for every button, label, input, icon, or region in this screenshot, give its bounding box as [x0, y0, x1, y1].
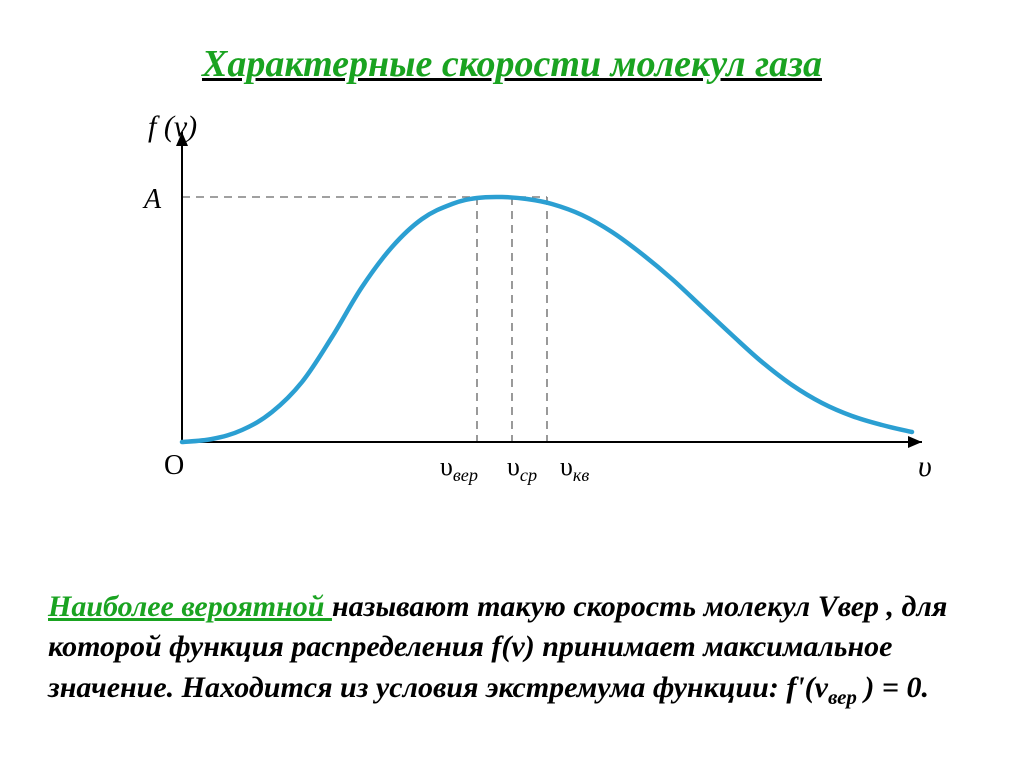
caption-lead: Наиболее вероятной: [48, 590, 332, 623]
title-text: Характерные скорости молекул газа: [202, 43, 822, 85]
y-axis-label-text: f (ν): [148, 110, 197, 143]
v-kv-sub: кв: [573, 465, 589, 485]
v-ver-label: υвер: [440, 452, 478, 486]
slide-title: Характерные скорости молекул газа: [0, 0, 1024, 86]
v-sr-label: υср: [507, 452, 537, 486]
A-label: A: [144, 184, 161, 216]
v-ver-sub: вер: [453, 465, 478, 485]
x-axis-label: υ: [918, 450, 932, 484]
v-ver-sym: υ: [440, 452, 453, 481]
origin-label: O: [164, 450, 184, 482]
v-sr-sym: υ: [507, 452, 520, 481]
caption-sub: вер: [828, 685, 857, 709]
x-axis-label-text: υ: [918, 450, 932, 483]
A-label-text: A: [144, 184, 161, 215]
y-axis-label: f (ν): [148, 110, 197, 144]
origin-label-text: O: [164, 450, 184, 481]
v-kv-sym: υ: [560, 452, 573, 481]
v-sr-sub: ср: [520, 465, 537, 485]
v-kv-label: υкв: [560, 452, 589, 486]
caption: Наиболее вероятной называют такую скорос…: [48, 587, 976, 711]
caption-rest-2: ) = 0.: [857, 671, 929, 704]
slide: Характерные скорости молекул газа f (ν) …: [0, 0, 1024, 767]
distribution-chart: f (ν) A O υ υвер υср υкв: [82, 112, 942, 512]
